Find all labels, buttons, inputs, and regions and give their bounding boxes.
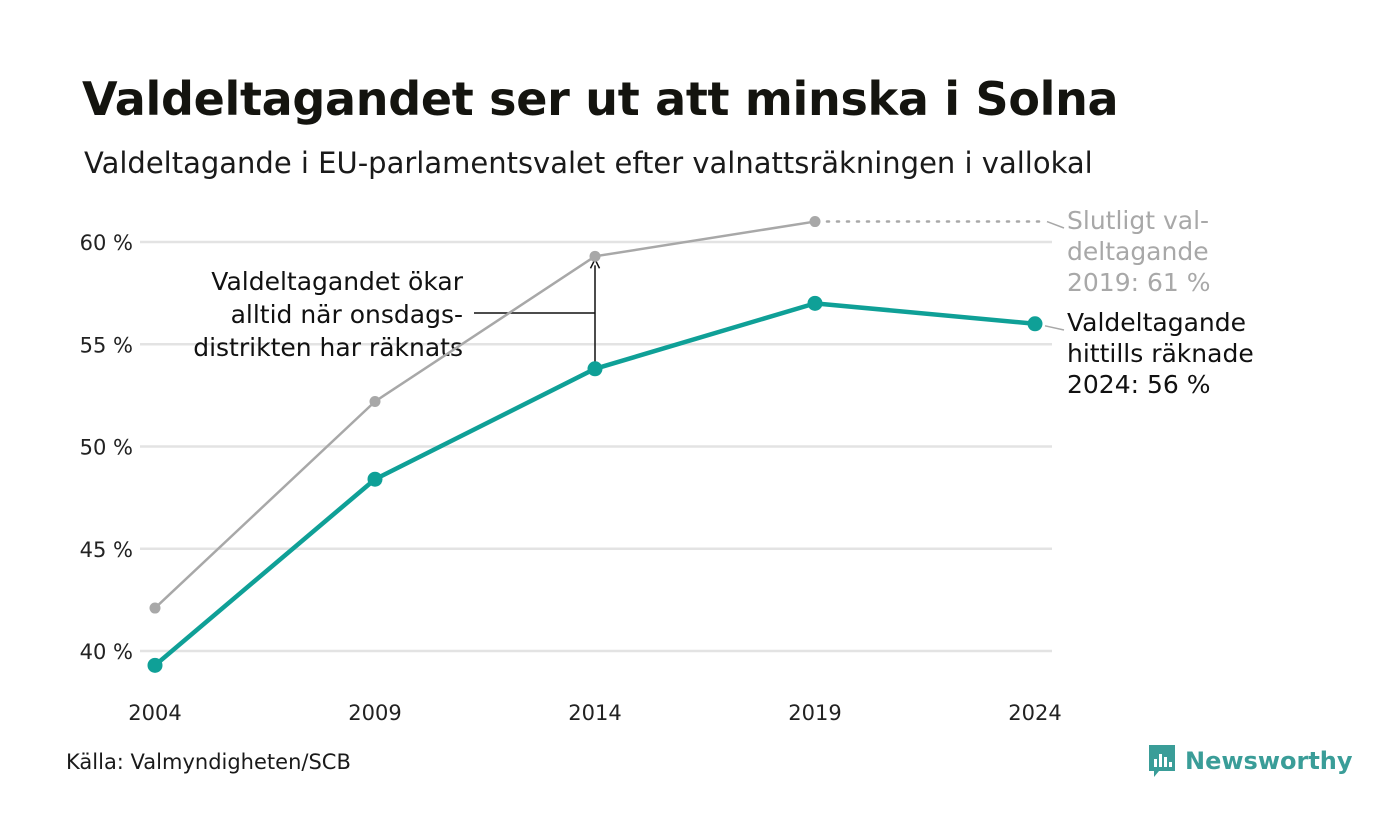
final-label-line: deltagande [1067, 237, 1209, 266]
source-note: Källa: Valmyndigheten/SCB [66, 750, 351, 774]
series-group [147, 216, 1047, 673]
counted-label-leader [1044, 325, 1065, 331]
final-label-leader [1046, 220, 1065, 229]
counted-label-line: hittills räknade [1067, 339, 1254, 368]
callout-text-line: distrikten har räknats [193, 333, 463, 362]
callout-text-line: Valdeltagandet ökar [211, 267, 463, 296]
counted-label-line: Valdeltagande [1067, 308, 1246, 337]
final-label-line: 2019: 61 % [1067, 268, 1211, 297]
callout-text-line: alltid när onsdags- [231, 300, 463, 329]
final-label-line: Slutligt val- [1067, 206, 1209, 235]
counted-data-point [147, 657, 163, 673]
callout-annotation: Valdeltagandet ökar alltid när onsdags-di… [193, 257, 601, 364]
counted-data-point [1027, 316, 1043, 332]
y-tick-label: 50 % [80, 436, 133, 460]
counted-data-point [367, 471, 383, 487]
final-data-point [369, 396, 381, 408]
final-data-point [149, 602, 161, 614]
y-tick-label: 45 % [80, 538, 133, 562]
brand-name: Newsworthy [1185, 747, 1353, 775]
counted-label-line: 2024: 56 % [1067, 370, 1211, 399]
x-tick-label: 2009 [348, 701, 401, 725]
x-tick-label: 2004 [128, 701, 181, 725]
final-data-point [589, 250, 601, 262]
brand-logo: Newsworthy [1147, 743, 1353, 779]
x-axis-ticks: 2004 2009 2014 2019 2024 [128, 701, 1061, 725]
counted-data-point [587, 361, 603, 377]
grid-lines [140, 240, 1052, 653]
chart-title: Valdeltagandet ser ut att minska i Solna [82, 72, 1119, 126]
y-tick-label: 60 % [80, 231, 133, 255]
counted-data-point [807, 295, 823, 311]
x-tick-label: 2019 [788, 701, 841, 725]
y-tick-label: 55 % [80, 333, 133, 357]
chart-subtitle: Valdeltagande i EU-parlamentsvalet efter… [84, 146, 1093, 180]
x-tick-label: 2024 [1008, 701, 1061, 725]
x-tick-label: 2014 [568, 701, 621, 725]
final-data-point [809, 216, 821, 228]
bar-chart-icon [1149, 745, 1175, 777]
y-tick-label: 40 % [80, 640, 133, 664]
y-axis-ticks: 40 % 45 % 50 % 55 % 60 % [80, 231, 133, 664]
final-series-line [153, 220, 817, 610]
